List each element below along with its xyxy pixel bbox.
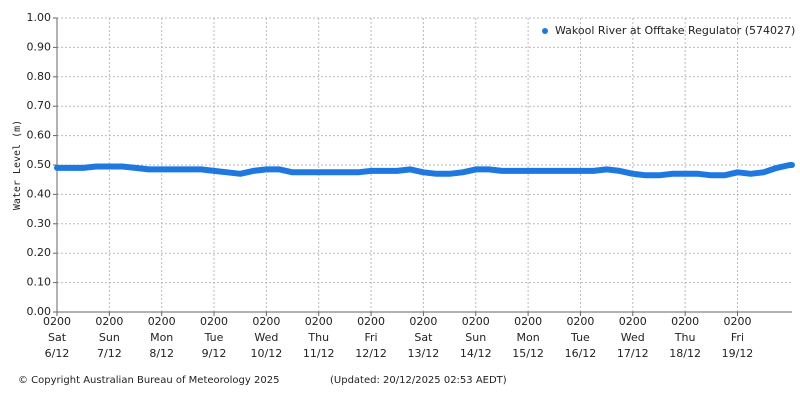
y-tick-label: 0.00 (27, 305, 52, 318)
x-tick-label: 0200 (148, 315, 176, 328)
updated-note: (Updated: 20/12/2025 02:53 AEDT) (330, 375, 507, 386)
x-tick-label: Sun (99, 331, 120, 344)
y-tick-label: 0.50 (27, 158, 52, 171)
x-tick-label: 0200 (619, 315, 647, 328)
x-tick-label: Wed (621, 331, 645, 344)
x-tick-label: Mon (516, 331, 539, 344)
legend-label: Wakool River at Offtake Regulator (57402… (555, 24, 795, 37)
y-tick-label: 0.30 (27, 217, 52, 230)
x-tick-label: Fri (365, 331, 378, 344)
y-tick-label: 0.80 (27, 70, 52, 83)
legend-marker (542, 28, 548, 34)
x-tick-label: 0200 (671, 315, 699, 328)
x-tick-label: Tue (204, 331, 224, 344)
y-tick-label: 0.40 (27, 187, 52, 200)
copyright: © Copyright Australian Bureau of Meteoro… (18, 375, 279, 386)
x-tick-label: 0200 (252, 315, 280, 328)
x-tick-label: 0200 (200, 315, 228, 328)
x-tick-label: 19/12 (722, 347, 754, 360)
y-tick-label: 0.10 (27, 276, 52, 289)
data-line (54, 162, 795, 179)
x-tick-label: 0200 (409, 315, 437, 328)
x-tick-label: 17/12 (617, 347, 649, 360)
x-tick-label: 0200 (514, 315, 542, 328)
x-tick-label: Sat (414, 331, 433, 344)
x-tick-label: 0200 (723, 315, 751, 328)
x-tick-label: 0200 (95, 315, 123, 328)
x-tick-label: Sun (465, 331, 486, 344)
x-tick-label: 18/12 (669, 347, 701, 360)
y-tick-label: 0.20 (27, 246, 52, 259)
x-tick-label: 15/12 (512, 347, 544, 360)
x-tick-label: Tue (570, 331, 590, 344)
y-axis-label: Water Level (m) (12, 120, 23, 210)
x-tick-label: 0200 (305, 315, 333, 328)
x-tick-label: 12/12 (355, 347, 387, 360)
x-tick-label: 0200 (566, 315, 594, 328)
x-tick-label: 14/12 (460, 347, 492, 360)
y-tick-label: 0.70 (27, 99, 52, 112)
x-tick-label: 9/12 (202, 347, 227, 360)
x-tick-label: 16/12 (565, 347, 597, 360)
y-tick-label: 1.00 (27, 11, 52, 24)
x-tick-label: Wed (254, 331, 278, 344)
x-tick-label: 13/12 (408, 347, 440, 360)
x-tick-label: Sat (48, 331, 67, 344)
x-tick-label: 7/12 (97, 347, 122, 360)
x-tick-label: 6/12 (45, 347, 70, 360)
x-tick-label: 0200 (462, 315, 490, 328)
x-tick-label: 0200 (43, 315, 71, 328)
x-tick-label: 0200 (357, 315, 385, 328)
y-tick-label: 0.60 (27, 129, 52, 142)
x-tick-label: Thu (674, 331, 696, 344)
x-tick-label: 10/12 (251, 347, 283, 360)
x-tick-label: 11/12 (303, 347, 335, 360)
x-tick-label: Thu (307, 331, 329, 344)
y-tick-label: 0.90 (27, 40, 52, 53)
x-tick-label: Mon (150, 331, 173, 344)
x-tick-label: Fri (731, 331, 744, 344)
x-tick-label: 8/12 (149, 347, 174, 360)
